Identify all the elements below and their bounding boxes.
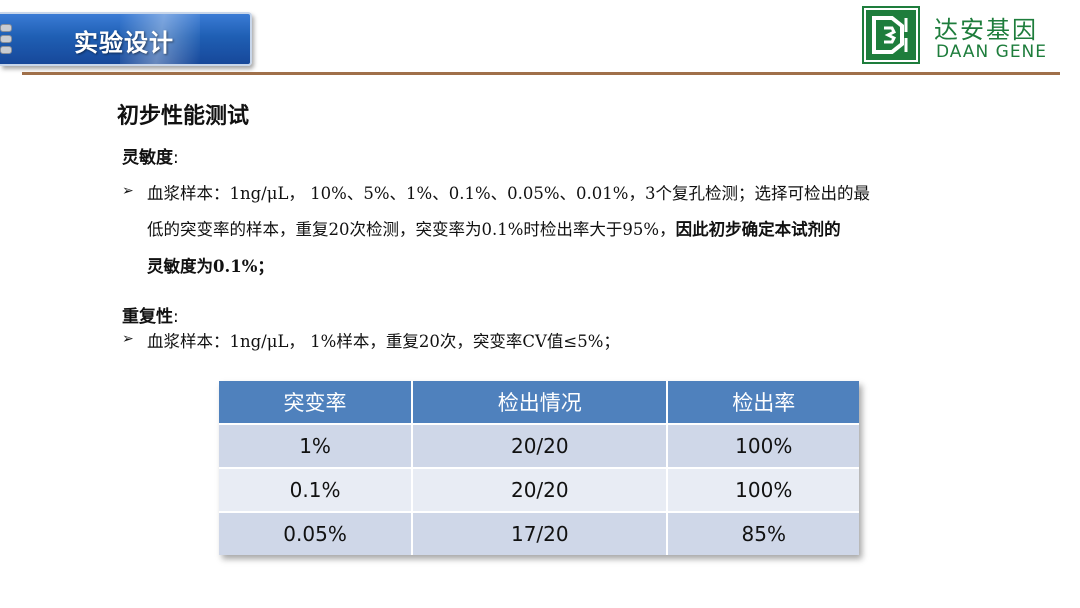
table-header: 突变率 — [219, 381, 414, 424]
table-cell: 20/20 — [412, 467, 669, 512]
table-cell: 0.1% — [219, 467, 414, 512]
section-title-tab: 实验设计 — [0, 12, 252, 66]
logo-name-cn: 达安基因 — [934, 16, 1038, 44]
repeatability-label: 重复性: — [122, 307, 179, 327]
bullet-arrow-icon: ➢ — [122, 331, 134, 347]
bullet-arrow-icon: ➢ — [122, 183, 134, 199]
table-cell: 100% — [667, 467, 859, 512]
header-divider — [22, 72, 1060, 75]
daan-gene-logo-icon — [862, 6, 920, 64]
table-header-row: 突变率 检出情况 检出率 — [219, 381, 859, 424]
repeatability-line-1: 血浆样本：1ng/μL， 1%样本，重复20次，突变率CV值≤5%； — [147, 332, 620, 351]
sensitivity-line-3: 灵敏度为0.1%； — [147, 257, 274, 276]
table-cell: 85% — [667, 511, 859, 555]
title-shine — [120, 14, 200, 64]
page-heading: 初步性能测试 — [117, 104, 250, 129]
binder-rings-icon — [0, 24, 12, 54]
sensitivity-label: 灵敏度: — [122, 148, 179, 168]
sensitivity-line-2: 低的突变率的样本，重复20次检测，突变率为0.1%时检出率大于95%，因此初步确… — [147, 220, 841, 239]
results-table: 突变率 检出情况 检出率 1% 20/20 100% 0.1% 20/20 10… — [219, 381, 859, 555]
table-header: 检出率 — [667, 381, 859, 424]
table-cell: 20/20 — [412, 423, 669, 468]
sensitivity-line-1: 血浆样本：1ng/μL， 10%、5%、1%、0.1%、0.05%、0.01%，… — [147, 184, 870, 203]
logo-name-en: DAAN GENE — [936, 42, 1048, 62]
table-row: 1% 20/20 100% — [219, 423, 859, 468]
table-cell: 17/20 — [412, 511, 669, 555]
table-row: 0.05% 17/20 85% — [219, 511, 859, 555]
section-title: 实验设计 — [74, 29, 174, 57]
table-row: 0.1% 20/20 100% — [219, 467, 859, 512]
table-cell: 100% — [667, 423, 859, 468]
table-header: 检出情况 — [412, 381, 669, 424]
table-cell: 1% — [219, 423, 414, 468]
table-cell: 0.05% — [219, 511, 414, 555]
